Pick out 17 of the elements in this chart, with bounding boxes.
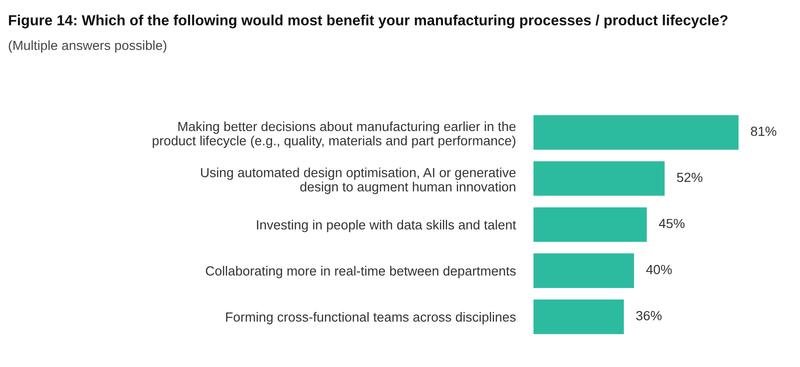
data-label: 81% (750, 126, 776, 136)
bar (532, 160, 666, 198)
y-tick-label: Forming cross-functional teams across disciplines (226, 312, 516, 324)
y-tick-label: Collaborating more in real-time between departments (206, 266, 516, 278)
y-tick-label: Investing in people with data skills and talent (256, 220, 516, 232)
bar (532, 252, 636, 290)
data-label: 45% (658, 218, 685, 228)
bar (532, 114, 740, 152)
data-label: 36% (636, 310, 662, 320)
y-tick-label: Using automated design optimisation, AI or generative design to augment human innovation (201, 168, 516, 194)
bar (532, 298, 626, 336)
data-label: 52% (676, 172, 702, 182)
text: Figure 14: Which of the following would most benefit your manufacturing processes / product lifecycle? (8, 14, 728, 28)
text: (Multiple answers possible) (8, 40, 166, 53)
data-label: 40% (646, 264, 672, 274)
bar (532, 206, 648, 244)
y-tick-label: Making better decisions about manufacturing earlier in the product lifecycle (e.g., quality, materials and part performance) (152, 121, 516, 148)
